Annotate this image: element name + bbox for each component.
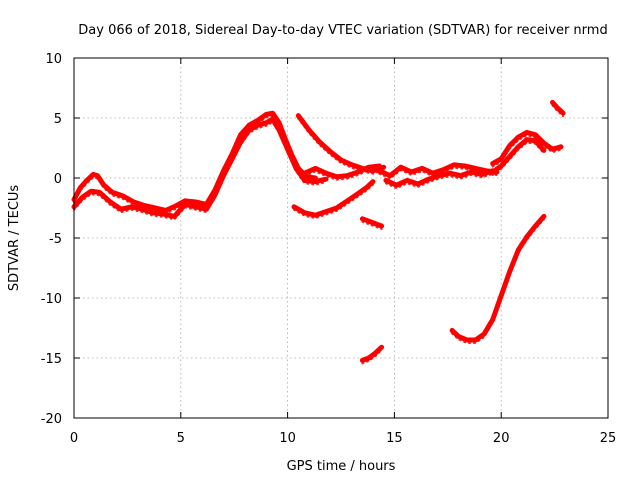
x-tick-label: 20 [493,431,510,446]
y-axis-label: SDTVAR / TECUs [7,185,22,292]
series-track-short-c [550,99,566,116]
series-track-mid-drop [291,179,376,218]
series-track-bottom-right-jitter [451,218,545,344]
series-track-mid-lower-jitter [303,168,381,181]
series-track-mid-drop-jitter [293,183,374,220]
y-tick-label: 10 [45,52,62,67]
x-tick-label: 25 [600,431,617,446]
series-track-mid-upper-jitter [297,117,385,175]
series-track-mid-lower [302,163,382,180]
x-ticks: 0 5 10 15 20 25 [70,58,616,446]
series-track-flat-b-jitter [384,172,494,190]
series-track-short-b [359,344,385,363]
y-tick-label: -20 [41,412,62,427]
x-tick-label: 5 [177,431,185,446]
x-tick-label: 15 [386,431,403,446]
series-track-short-a-jitter [361,220,383,230]
series-track-main-b-jitter [73,121,327,221]
series-track-short-b-jitter [361,349,383,365]
y-ticks: -20 -15 -10 -5 0 5 10 [41,52,608,427]
y-tick-label: 5 [54,112,62,127]
chart-series [71,99,566,365]
series-track-short-c-jitter [551,104,565,118]
y-tick-label: -15 [41,352,62,367]
x-tick-label: 0 [70,431,78,446]
x-axis-label: GPS time / hours [287,459,396,474]
y-tick-label: 0 [54,172,62,187]
y-tick-label: -10 [41,292,62,307]
series-track-rise-right-b-jitter [491,141,545,176]
series-track-bottom-right [449,213,547,343]
x-tick-label: 10 [279,431,296,446]
series-track-short-a [359,216,385,229]
series-track-rise-right-b [490,137,547,175]
series-track-rise-right [490,129,564,167]
chart-title: Day 066 of 2018, Sidereal Day-to-day VTE… [78,23,607,38]
series-track-rise-right-jitter [491,134,562,168]
series-track-flat-a [376,162,500,179]
series-track-flat-b [383,168,496,188]
series-track-main-b [71,116,329,219]
y-tick-label: -5 [49,232,62,247]
series-track-main-a [71,110,318,213]
